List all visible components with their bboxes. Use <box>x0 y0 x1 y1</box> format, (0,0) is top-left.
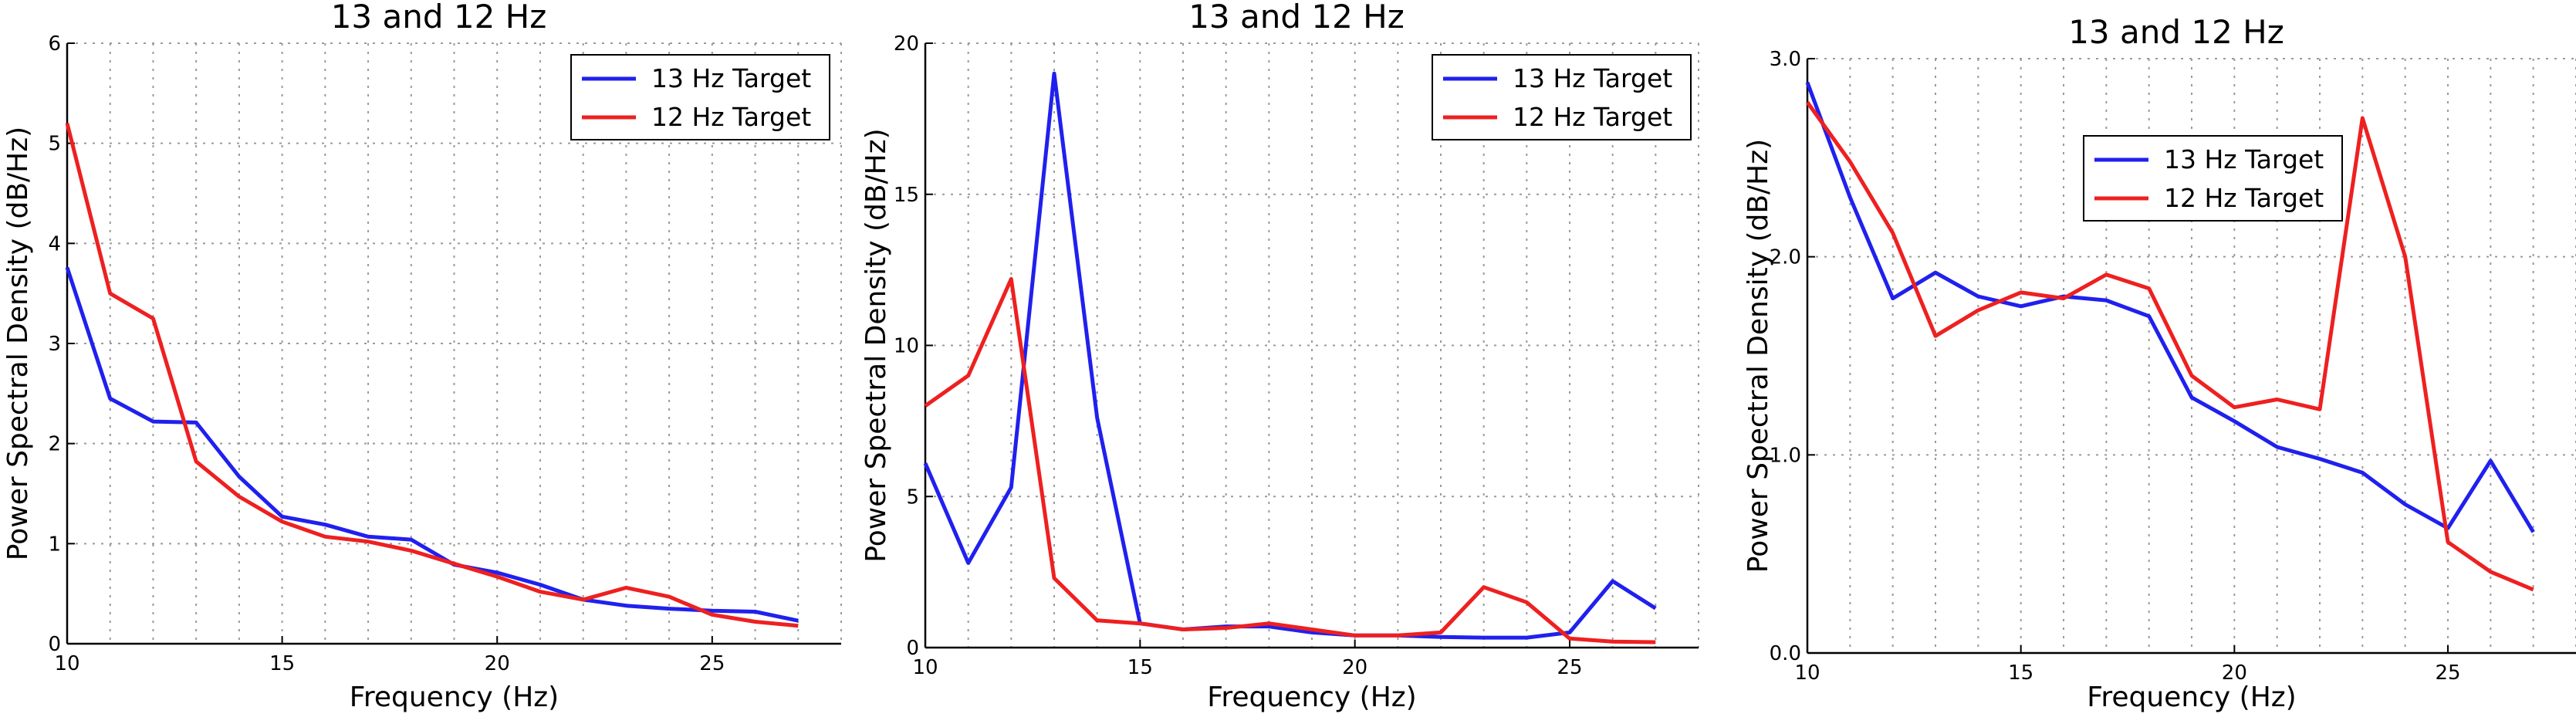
y-tick-label: 10 <box>894 335 919 358</box>
y-axis-label: Power Spectral Density (dB/Hz) <box>2 127 34 560</box>
y-tick-label: 2.0 <box>1770 246 1801 269</box>
series-line-12-hz-target <box>65 123 799 628</box>
x-tick-label: 10 <box>54 652 79 675</box>
chart-title: 13 and 12 Hz <box>331 0 547 36</box>
y-tick-label: 1.0 <box>1770 444 1801 467</box>
legend-entry: 13 Hz Target <box>2164 144 2324 174</box>
legend-box <box>570 54 830 140</box>
series-line-13-hz-target <box>1805 81 2535 533</box>
legend-entry: 12 Hz Target <box>2164 183 2324 213</box>
y-tick-label: 15 <box>894 184 919 207</box>
legend-entry: 12 Hz Target <box>651 102 811 132</box>
y-tick-label: 20 <box>894 32 919 56</box>
x-tick-label: 25 <box>1557 656 1582 679</box>
y-tick-label: 3 <box>48 333 61 356</box>
legend: 13 Hz Target 12 Hz Target <box>570 54 830 140</box>
legend: 13 Hz Target 12 Hz Target <box>1432 54 1692 140</box>
chart-title: 13 and 12 Hz <box>1188 0 1405 36</box>
y-tick-label: 5 <box>906 485 919 509</box>
x-axis-label: Frequency (Hz) <box>1207 682 1416 713</box>
y-tick-label: 6 <box>48 32 61 56</box>
x-tick-label: 20 <box>2222 661 2247 685</box>
x-tick-label: 15 <box>1127 656 1153 679</box>
series-line-12-hz-target <box>1805 101 2534 592</box>
y-tick-label: 0 <box>906 637 919 660</box>
series-line-12-hz-target <box>924 276 1656 644</box>
x-tick-label: 15 <box>2008 661 2033 685</box>
chart-panel-3: 10 15 20 25 0.0 1.0 2.0 3.0 Frequency (Hz) Power … <box>1743 13 2576 713</box>
legend: 13 Hz Target 12 Hz Target <box>2083 135 2343 222</box>
y-tick-label: 0 <box>48 633 61 656</box>
y-tick-label: 4 <box>48 232 61 255</box>
legend-entry: 12 Hz Target <box>1513 102 1672 132</box>
x-axis-label: Frequency (Hz) <box>2087 682 2296 713</box>
series-line-13-hz-target <box>65 266 799 623</box>
x-tick-label: 25 <box>2435 661 2460 685</box>
x-tick-label: 25 <box>699 652 725 675</box>
series-line-13-hz-target <box>923 71 1657 640</box>
x-tick-label: 15 <box>269 652 295 675</box>
y-tick-label: 5 <box>48 133 61 156</box>
chart-panel-1: 10 15 20 25 0 1 2 3 4 5 6 Frequency (Hz) Power Spect… <box>2 0 842 713</box>
y-axis-label: Power Spectral Density (dB/Hz) <box>860 128 892 562</box>
x-tick-label: 10 <box>1794 661 1820 685</box>
x-tick-label: 20 <box>485 652 510 675</box>
chart-panel-2: 10 15 20 25 0 5 10 15 20 Frequency (Hz) Power Spec… <box>860 0 1699 713</box>
x-axis-label: Frequency (Hz) <box>350 682 559 713</box>
y-tick-label: 3.0 <box>1770 48 1801 71</box>
chart-title: 13 and 12 Hz <box>2068 13 2284 51</box>
y-tick-label: 0.0 <box>1770 642 1801 665</box>
y-tick-label: 1 <box>48 533 61 556</box>
legend-entry: 13 Hz Target <box>651 63 811 93</box>
legend-box <box>1432 54 1692 140</box>
legend-box <box>2083 135 2343 222</box>
y-tick-label: 2 <box>48 433 61 456</box>
y-axis-label: Power Spectral Density (dB/Hz) <box>1743 139 1774 573</box>
x-tick-label: 10 <box>912 656 938 679</box>
x-tick-label: 20 <box>1342 656 1367 679</box>
legend-entry: 13 Hz Target <box>1513 63 1672 93</box>
